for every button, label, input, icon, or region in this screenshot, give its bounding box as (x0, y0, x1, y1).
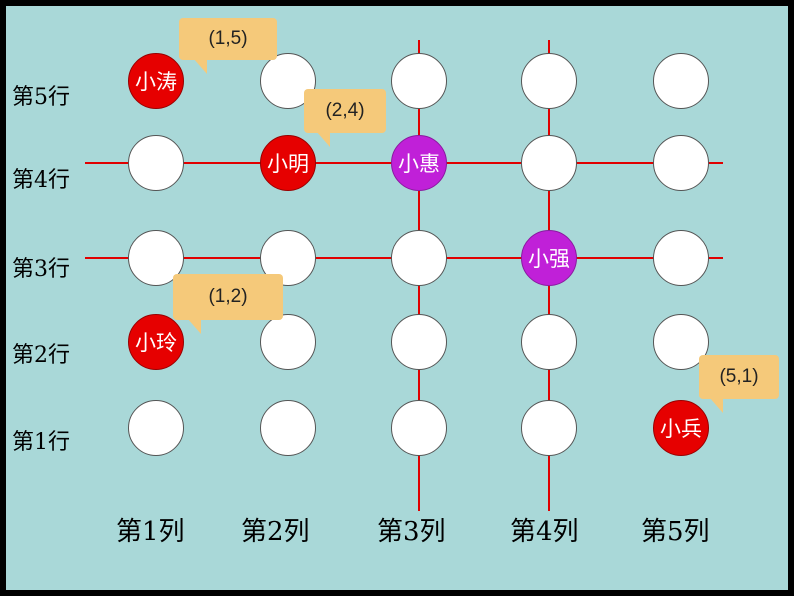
bubble-tail (316, 131, 330, 147)
row-label-1: 第1行 (12, 430, 70, 455)
empty-seat-5-4 (653, 135, 709, 191)
empty-seat-3-2 (391, 314, 447, 370)
empty-seat-4-1 (521, 400, 577, 456)
seating-grid-diagram: 第5行 第4行 第3行 第2行 第1行 第1列 第2列 第3列 第4列 第5列 … (6, 6, 788, 590)
coordinate-bubble-2-4: (2,4) (304, 89, 386, 147)
student-seat-4-3: 小强 (521, 230, 577, 286)
bubble-tail (187, 318, 201, 334)
bubble-tail (709, 397, 723, 413)
empty-seat-4-2 (521, 314, 577, 370)
coordinate-bubble-5-1: (5,1) (699, 355, 779, 413)
empty-seat-5-5 (653, 53, 709, 109)
empty-seat-4-4 (521, 135, 577, 191)
coordinate-bubble-1-5: (1,5) (179, 18, 277, 74)
coordinate-bubble-1-2: (1,2) (173, 274, 283, 334)
empty-seat-1-4 (128, 135, 184, 191)
empty-seat-4-5 (521, 53, 577, 109)
empty-seat-5-3 (653, 230, 709, 286)
empty-seat-2-1 (260, 400, 316, 456)
empty-seat-3-3 (391, 230, 447, 286)
col-label-1: 第1列 (116, 517, 185, 547)
col-label-3: 第3列 (377, 517, 446, 547)
coordinate-text: (1,5) (208, 28, 248, 49)
coordinate-text: (1,2) (208, 286, 248, 307)
empty-seat-2-2 (260, 314, 316, 370)
student-seat-5-1: 小兵 (653, 400, 709, 456)
student-seat-1-2: 小玲 (128, 314, 184, 370)
row-label-5: 第5行 (12, 85, 70, 110)
col-label-4: 第4列 (510, 517, 579, 547)
row-label-2: 第2行 (12, 343, 70, 368)
student-seat-2-4: 小明 (260, 135, 316, 191)
coordinate-text: (2,4) (325, 100, 365, 121)
col-label-2: 第2列 (241, 517, 310, 547)
student-seat-3-4: 小惠 (391, 135, 447, 191)
empty-seat-3-5 (391, 53, 447, 109)
empty-seat-1-1 (128, 400, 184, 456)
col-label-5: 第5列 (641, 517, 710, 547)
empty-seat-3-1 (391, 400, 447, 456)
row-label-4: 第4行 (12, 168, 70, 193)
student-seat-1-5: 小涛 (128, 53, 184, 109)
row-label-3: 第3行 (12, 257, 70, 282)
coordinate-text: (5,1) (719, 366, 759, 387)
bubble-tail (193, 58, 207, 74)
